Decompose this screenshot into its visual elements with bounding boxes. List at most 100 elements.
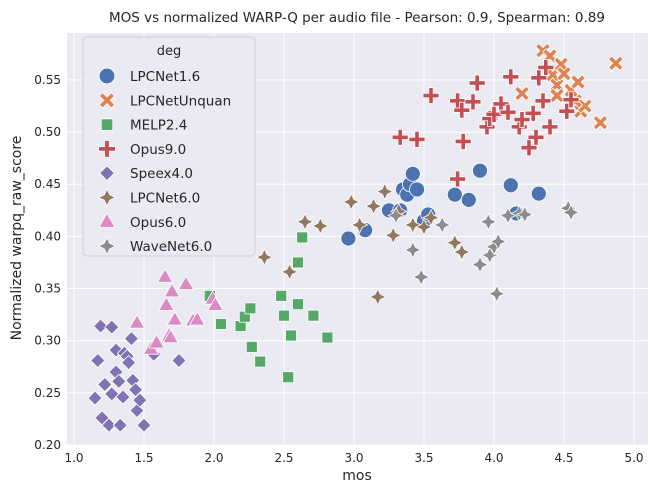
data-point <box>549 87 565 104</box>
data-point <box>90 352 106 369</box>
data-point <box>93 318 109 334</box>
data-point <box>307 309 320 322</box>
data-point <box>489 232 508 251</box>
data-point <box>101 417 117 433</box>
data-point <box>282 371 295 384</box>
data-point <box>460 191 477 208</box>
data-point <box>527 128 545 146</box>
data-point <box>115 389 131 405</box>
data-point <box>321 331 334 344</box>
legend-marker <box>98 140 116 158</box>
y-tick-label: 0.30 <box>34 334 61 348</box>
y-tick-label: 0.25 <box>34 386 61 400</box>
x-tick-label: 3.0 <box>344 451 363 465</box>
data-point <box>163 282 181 298</box>
data-point <box>422 87 440 104</box>
legend-marker <box>99 165 115 182</box>
data-point <box>292 256 304 269</box>
data-point <box>296 231 309 244</box>
data-point <box>453 101 471 119</box>
data-point <box>389 202 408 221</box>
data-point <box>471 255 489 274</box>
data-point <box>311 217 330 235</box>
legend-label: MELP2.4 <box>130 118 187 134</box>
data-point <box>468 74 486 92</box>
data-point <box>479 212 498 231</box>
data-point <box>515 205 534 224</box>
x-tick-label: 2.5 <box>274 451 293 465</box>
data-point <box>570 74 586 90</box>
x-tick-label: 3.5 <box>414 451 433 465</box>
x-tick-label: 2.0 <box>204 451 223 465</box>
chart-title: MOS vs normalized WARP-Q per audio file … <box>109 10 605 26</box>
data-point <box>530 69 548 87</box>
data-point <box>412 268 431 286</box>
data-point <box>368 287 387 306</box>
data-point <box>534 92 552 110</box>
data-point <box>391 128 409 146</box>
data-point <box>422 208 440 227</box>
legend-title: deg <box>157 44 182 59</box>
data-point <box>415 218 433 236</box>
data-point <box>215 318 227 330</box>
data-point <box>128 382 144 398</box>
y-tick-label: 0.35 <box>34 282 61 296</box>
data-point <box>404 165 421 182</box>
data-point <box>244 302 257 315</box>
data-point <box>97 376 113 393</box>
data-point <box>364 197 383 216</box>
data-point <box>524 104 542 122</box>
data-point <box>292 298 304 311</box>
data-point <box>445 233 464 252</box>
y-tick-label: 0.20 <box>34 438 61 452</box>
data-point <box>280 262 299 281</box>
legend-label: Opus9.0 <box>130 142 186 158</box>
series-lpcnet6-0 <box>255 182 471 306</box>
data-point <box>158 296 175 311</box>
data-point <box>207 296 224 311</box>
data-point <box>111 373 127 389</box>
data-point <box>449 170 467 188</box>
data-point <box>296 212 314 231</box>
data-point <box>162 328 179 344</box>
data-point <box>577 98 593 114</box>
legend-label: LPCNet1.6 <box>130 69 200 85</box>
data-point <box>502 68 520 86</box>
series-wavenet6-0 <box>387 199 580 303</box>
data-point <box>513 111 531 128</box>
y-tick-label: 0.55 <box>34 73 61 87</box>
data-point <box>245 341 258 353</box>
legend-marker <box>97 236 117 256</box>
x-tick-label: 4.5 <box>554 451 573 465</box>
data-point <box>387 206 405 225</box>
data-point <box>530 185 547 202</box>
data-point <box>558 102 576 120</box>
data-point <box>553 56 569 73</box>
x-axis-label: mos <box>342 468 372 484</box>
data-point <box>148 333 165 349</box>
data-point <box>104 319 120 335</box>
series-opus9-0 <box>391 59 580 188</box>
data-points <box>87 42 624 433</box>
legend-label: Opus6.0 <box>130 215 186 231</box>
data-point <box>562 203 580 222</box>
data-point <box>104 386 120 402</box>
data-point <box>112 417 128 433</box>
data-point <box>121 355 137 371</box>
data-point <box>514 85 530 102</box>
data-point <box>485 105 503 123</box>
data-point <box>454 133 472 150</box>
data-point <box>350 215 369 234</box>
legend-marker <box>97 188 117 207</box>
y-tick-label: 0.45 <box>34 177 61 191</box>
data-point <box>375 182 394 201</box>
y-tick-label: 0.50 <box>34 125 61 139</box>
legend-marker <box>98 92 116 109</box>
data-point <box>487 284 506 303</box>
data-point <box>188 311 206 326</box>
tick-labels: 1.0 1.5 2.0 2.5 3.0 3.5 4.0 4.5 5.0 0.20 0.25 0.30 0… <box>34 73 643 465</box>
data-point <box>452 243 471 261</box>
data-point <box>408 130 426 148</box>
legend-marker <box>98 67 116 85</box>
